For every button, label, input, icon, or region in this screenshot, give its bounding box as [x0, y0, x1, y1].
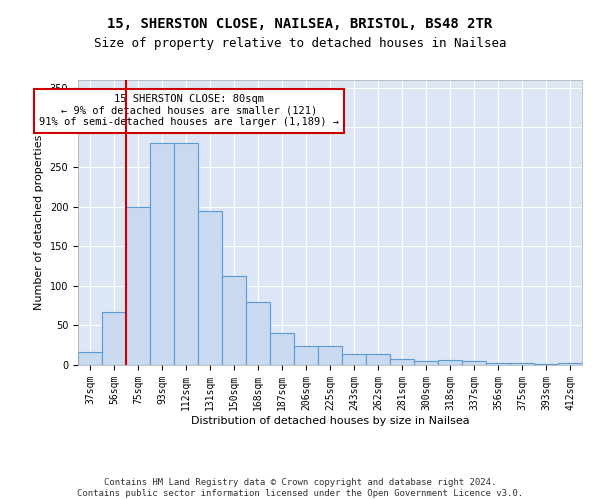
Bar	[390, 358, 414, 365]
Bar	[318, 346, 342, 365]
X-axis label: Distribution of detached houses by size in Nailsea: Distribution of detached houses by size …	[191, 416, 469, 426]
Bar	[510, 364, 534, 365]
Bar	[222, 276, 246, 365]
Bar	[438, 360, 462, 365]
Bar	[78, 352, 102, 365]
Bar	[150, 144, 174, 365]
Y-axis label: Number of detached properties: Number of detached properties	[34, 135, 44, 310]
Bar	[558, 362, 582, 365]
Bar	[414, 361, 438, 365]
Bar	[270, 334, 294, 365]
Bar	[486, 362, 510, 365]
Bar	[366, 354, 390, 365]
Bar	[342, 354, 366, 365]
Bar	[102, 312, 126, 365]
Bar	[174, 144, 198, 365]
Bar	[198, 210, 222, 365]
Text: Size of property relative to detached houses in Nailsea: Size of property relative to detached ho…	[94, 38, 506, 51]
Text: 15, SHERSTON CLOSE, NAILSEA, BRISTOL, BS48 2TR: 15, SHERSTON CLOSE, NAILSEA, BRISTOL, BS…	[107, 18, 493, 32]
Bar	[534, 364, 558, 365]
Bar	[462, 361, 486, 365]
Bar	[246, 302, 270, 365]
Text: Contains HM Land Registry data © Crown copyright and database right 2024.
Contai: Contains HM Land Registry data © Crown c…	[77, 478, 523, 498]
Bar	[294, 346, 318, 365]
Bar	[126, 206, 150, 365]
Text: 15 SHERSTON CLOSE: 80sqm
← 9% of detached houses are smaller (121)
91% of semi-d: 15 SHERSTON CLOSE: 80sqm ← 9% of detache…	[39, 94, 339, 128]
